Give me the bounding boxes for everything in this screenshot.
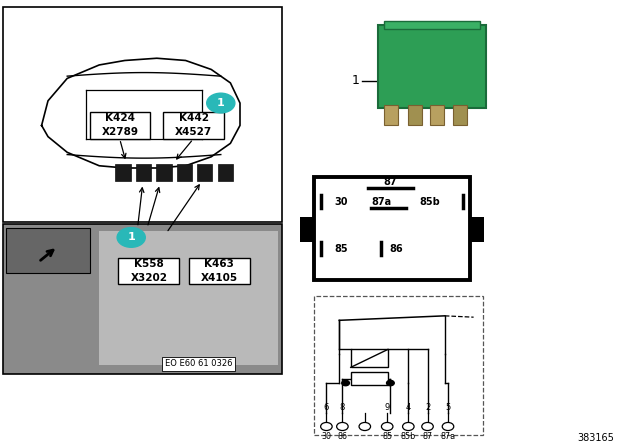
Bar bbox=[453, 105, 467, 125]
Text: 5: 5 bbox=[445, 403, 451, 412]
Bar bbox=[3, 7, 282, 222]
Bar bbox=[6, 228, 90, 273]
Text: K442
X4527: K442 X4527 bbox=[175, 113, 212, 138]
Text: 86: 86 bbox=[389, 244, 403, 254]
Bar bbox=[115, 164, 131, 181]
Circle shape bbox=[117, 228, 145, 247]
Bar bbox=[156, 164, 172, 181]
Circle shape bbox=[207, 93, 235, 113]
Bar bbox=[163, 112, 224, 139]
Bar bbox=[351, 349, 388, 367]
Bar bbox=[378, 25, 486, 108]
Bar bbox=[300, 217, 314, 242]
Text: 85b: 85b bbox=[419, 198, 440, 207]
Bar bbox=[197, 164, 212, 181]
Text: 30: 30 bbox=[334, 197, 348, 207]
Text: 2: 2 bbox=[425, 403, 430, 412]
Bar bbox=[99, 231, 278, 365]
Bar bbox=[470, 217, 484, 242]
Bar bbox=[136, 164, 151, 181]
Bar bbox=[189, 258, 250, 284]
Circle shape bbox=[403, 422, 414, 431]
Bar bbox=[384, 21, 480, 29]
Text: K463
X4105: K463 X4105 bbox=[200, 259, 238, 283]
Text: 1: 1 bbox=[127, 233, 135, 242]
Circle shape bbox=[359, 422, 371, 431]
Text: 85b: 85b bbox=[401, 432, 416, 441]
Text: EO E60 61 0326: EO E60 61 0326 bbox=[164, 359, 232, 368]
Text: 8: 8 bbox=[340, 403, 345, 412]
Circle shape bbox=[321, 422, 332, 431]
Text: 1: 1 bbox=[352, 74, 360, 87]
Text: 4: 4 bbox=[406, 403, 411, 412]
Bar bbox=[218, 164, 233, 181]
Text: 383165: 383165 bbox=[577, 433, 614, 443]
Bar bbox=[177, 164, 192, 181]
Text: 85: 85 bbox=[382, 432, 392, 441]
Bar bbox=[3, 224, 282, 374]
Bar bbox=[90, 112, 150, 139]
Bar bbox=[384, 105, 398, 125]
Circle shape bbox=[337, 422, 348, 431]
Text: 30: 30 bbox=[321, 432, 332, 441]
Bar bbox=[430, 105, 444, 125]
Text: 87: 87 bbox=[422, 432, 433, 441]
Circle shape bbox=[422, 422, 433, 431]
Text: 87a: 87a bbox=[371, 198, 391, 207]
Bar bbox=[314, 296, 483, 435]
Bar bbox=[408, 105, 422, 125]
Circle shape bbox=[387, 380, 394, 386]
Text: 85: 85 bbox=[334, 244, 348, 254]
Text: 9: 9 bbox=[385, 403, 390, 412]
Text: 87: 87 bbox=[383, 177, 397, 187]
Bar bbox=[351, 372, 388, 385]
Bar bbox=[314, 177, 470, 280]
Circle shape bbox=[381, 422, 393, 431]
Text: K424
X2789: K424 X2789 bbox=[102, 113, 138, 138]
Text: 1: 1 bbox=[217, 98, 225, 108]
Bar bbox=[99, 231, 278, 365]
Bar bbox=[118, 258, 179, 284]
Text: 6: 6 bbox=[324, 403, 329, 412]
Text: 87a: 87a bbox=[440, 432, 456, 441]
Circle shape bbox=[342, 380, 349, 386]
Text: K558
X3202: K558 X3202 bbox=[131, 259, 167, 283]
Text: 86: 86 bbox=[337, 432, 348, 441]
Circle shape bbox=[442, 422, 454, 431]
